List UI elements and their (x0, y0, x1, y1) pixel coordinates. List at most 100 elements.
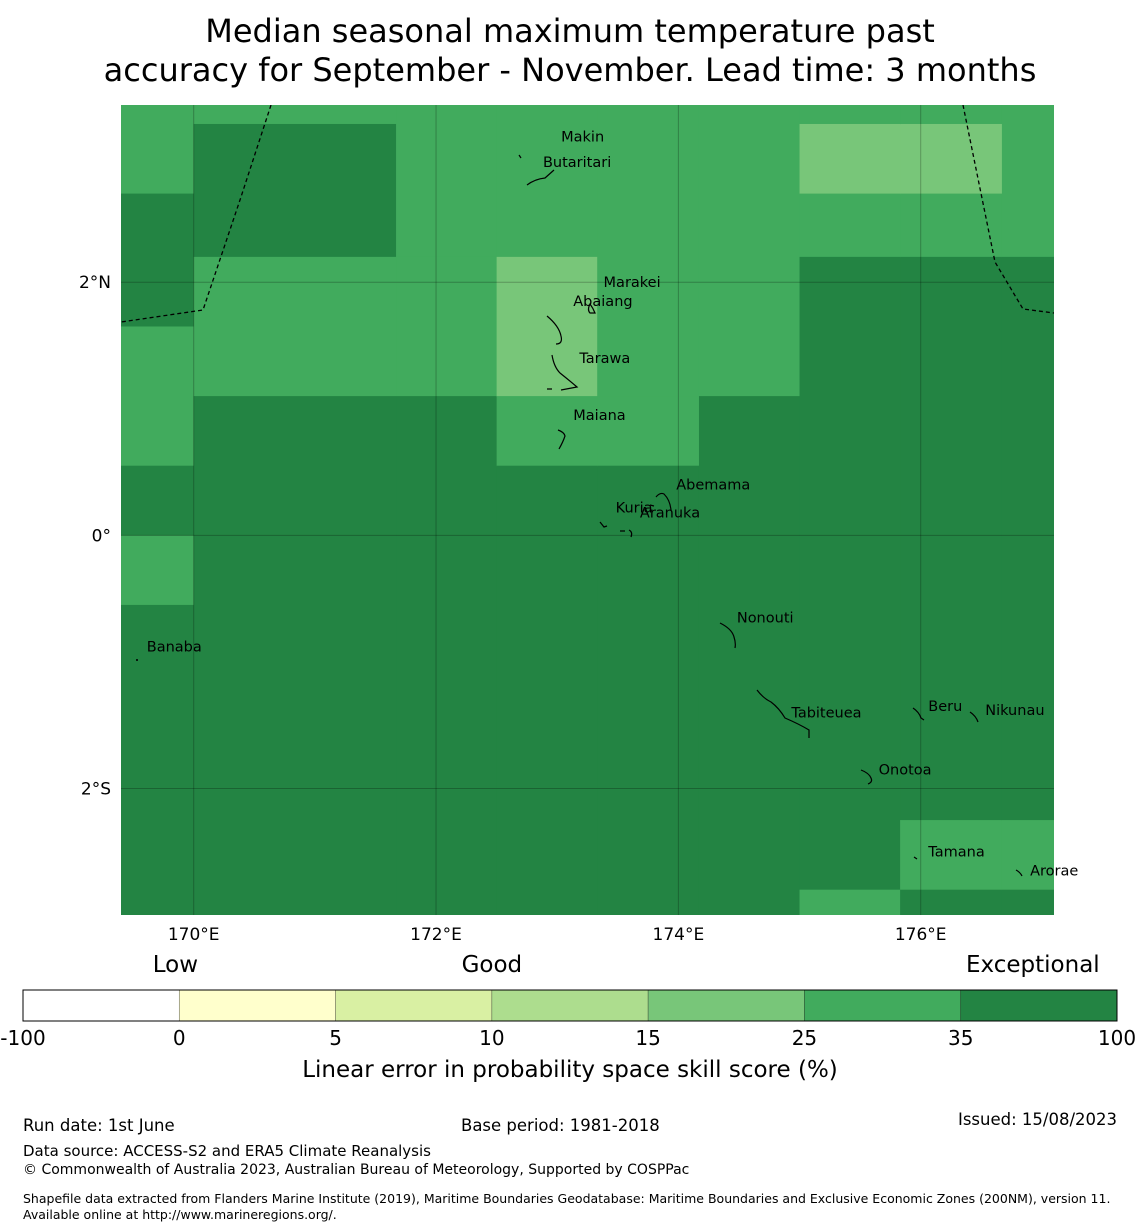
colorbar-tick-label: 5 (329, 1026, 342, 1050)
colorbar-category-good: Good (462, 952, 523, 978)
place-label-banaba: Banaba (147, 640, 202, 656)
place-label-onotoa: Onotoa (879, 762, 932, 778)
skill-cell (900, 105, 1003, 125)
data-source: Data source: ACCESS-S2 and ERA5 Climate … (23, 1142, 431, 1160)
island-marakei (587, 302, 596, 314)
place-labels: Makin Butaritari Marakei Abaiang Tarawa Maian… (147, 130, 1079, 880)
lon-tick-label: 176°E (895, 925, 947, 945)
island-maiana (557, 429, 566, 450)
skill-cell (496, 396, 598, 467)
skill-cell (121, 535, 195, 606)
island-makin (518, 154, 522, 159)
colorbar-category-low: Low (153, 952, 198, 978)
colorbar-bin (960, 989, 1118, 1022)
island-abaiang (546, 315, 563, 345)
issued-date: Issued: 15/08/2023 (957, 1110, 1117, 1129)
colorbar-tick-label: 10 (479, 1026, 504, 1050)
skill-cell (597, 465, 700, 915)
skill-cell (1001, 105, 1054, 258)
run-date: Run date: 1st June (23, 1116, 175, 1135)
skill-cell (1001, 256, 1054, 821)
map-figure: Makin Butaritari Marakei Abaiang Tarawa Maian… (0, 105, 1136, 1083)
skill-cell (799, 105, 901, 125)
island-butaritari (526, 169, 555, 186)
skill-cell (496, 465, 598, 915)
island-arorae (1015, 869, 1023, 877)
lon-tick-label: 172°E (410, 925, 462, 945)
place-label-abemama: Abemama (676, 478, 750, 494)
place-label-marakei: Marakei (604, 275, 661, 291)
colorbar-bins (22, 989, 1118, 1022)
colorbar-tick-label: -100 (0, 1026, 45, 1050)
skill-cell (496, 256, 598, 397)
lon-tick-label: 170°E (168, 925, 220, 945)
shapefile-attribution: Shapefile data extracted from Flanders M… (23, 1191, 1111, 1222)
colorbar-tick-label: 100 (1098, 1026, 1136, 1050)
island-tarawa (547, 354, 579, 391)
colorbar-title: Linear error in probability space skill … (302, 1057, 838, 1083)
island-nonouti (719, 622, 736, 649)
colorbar-categories: Low Good Exceptional (153, 952, 1100, 978)
skill-cell (496, 105, 598, 258)
colorbar-bin (647, 989, 805, 1022)
skill-cell (396, 396, 498, 915)
skill-cell (799, 123, 901, 195)
skill-cell (396, 256, 498, 397)
skill-cell (799, 256, 901, 891)
colorbar-bin (491, 989, 649, 1022)
island-tamana (913, 856, 918, 860)
eez-boundary-east (962, 105, 1054, 314)
colorbar-bin (804, 989, 962, 1022)
skill-cell (698, 396, 801, 915)
island-kuria (599, 521, 608, 528)
title-line-1: Median seasonal maximum temperature past (205, 12, 935, 50)
colorbar-tick-labels: -100 0 5 10 15 25 35 100 (0, 1026, 1136, 1050)
colorbar-category-exceptional: Exceptional (966, 952, 1100, 978)
title-line-2: accuracy for September - November. Lead … (103, 51, 1037, 89)
place-label-arorae: Arorae (1030, 864, 1078, 880)
skill-cell (1001, 889, 1054, 915)
place-label-tabiteuea: Tabiteuea (790, 706, 861, 722)
island-abemama (649, 492, 672, 511)
skill-cell (121, 326, 195, 467)
skill-cell (121, 465, 195, 536)
island-onotoa (860, 769, 873, 785)
lat-tick-label: 2°N (79, 273, 111, 293)
island-outlines (136, 154, 1023, 877)
eez-boundaries (121, 105, 1054, 323)
place-label-abaiang: Abaiang (573, 294, 632, 310)
place-label-butaritari: Butaritari (543, 155, 611, 171)
map-axes: 170°E 172°E 174°E 176°E 2°N 0° 2°S (79, 273, 947, 945)
place-label-aranuka: Aranuka (640, 506, 700, 522)
skill-cell (193, 123, 397, 258)
skill-cell (900, 193, 1003, 258)
skill-cell (900, 256, 1003, 821)
copyright-notice: © Commonwealth of Australia 2023, Austra… (23, 1162, 690, 1178)
colorbar-tick-label: 35 (948, 1026, 973, 1050)
skill-cell (900, 123, 1003, 195)
place-label-kuria: Kuria (616, 500, 653, 516)
lat-tick-label: 0° (92, 526, 111, 546)
colorbar-bin (335, 989, 493, 1022)
skill-cell (121, 193, 195, 328)
colorbar-tick-label: 0 (173, 1026, 186, 1050)
skill-cell (597, 396, 700, 467)
place-label-makin: Makin (561, 130, 604, 146)
skill-cell (121, 105, 195, 195)
place-label-tarawa: Tarawa (578, 351, 630, 367)
skill-cell (1001, 820, 1054, 891)
skill-cell (396, 105, 498, 258)
skill-cell (193, 256, 397, 397)
colorbar-tick-label: 15 (635, 1026, 660, 1050)
island-tabiteuea (756, 689, 810, 738)
place-label-nonouti: Nonouti (737, 611, 794, 627)
skill-grid (121, 105, 1054, 915)
skill-cell (597, 105, 700, 397)
lat-tick-label: 2°S (81, 779, 111, 799)
place-label-beru: Beru (928, 699, 962, 715)
island-nikunau (969, 711, 979, 723)
colorbar-tick-label: 25 (792, 1026, 817, 1050)
skill-cell (799, 889, 901, 915)
skill-cell (193, 105, 397, 125)
lon-tick-label: 174°E (653, 925, 705, 945)
